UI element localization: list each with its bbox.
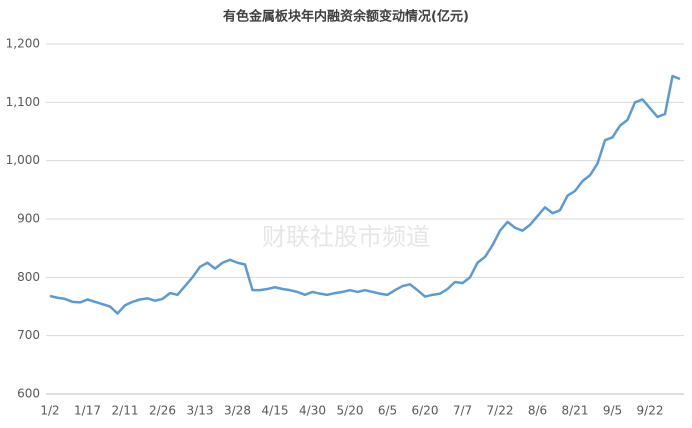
y-tick-label: 700 [17,328,40,342]
x-tick-label: 9/22 [637,404,664,418]
x-tick-label: 1/17 [74,404,101,418]
x-tick-label: 3/13 [187,404,214,418]
x-tick-label: 3/28 [224,404,251,418]
y-tick-label: 900 [17,212,40,226]
data-line [49,74,681,315]
x-tick-label: 9/5 [603,404,622,418]
x-tick-label: 7/7 [453,404,472,418]
y-tick-label: 800 [17,270,40,284]
x-tick-label: 8/21 [562,404,589,418]
x-tick-label: 5/20 [337,404,364,418]
watermark: 财联社股市频道 [262,223,430,251]
chart-title: 有色金属板块年内融资余额变动情况(亿元) [223,9,469,25]
x-tick-label: 2/26 [149,404,176,418]
x-tick-label: 8/6 [528,404,547,418]
y-tick-label: 1,200 [6,37,40,51]
x-tick-label: 6/20 [412,404,439,418]
x-tick-label: 4/30 [299,404,326,418]
y-tick-label: 1,000 [6,153,40,167]
x-tick-label: 7/22 [487,404,514,418]
x-tick-label: 6/5 [378,404,397,418]
y-tick-label: 600 [17,387,40,401]
x-tick-label: 1/2 [40,404,59,418]
x-tick-label: 4/15 [262,404,289,418]
x-tick-label: 2/11 [112,404,139,418]
y-tick-label: 1,100 [6,95,40,109]
